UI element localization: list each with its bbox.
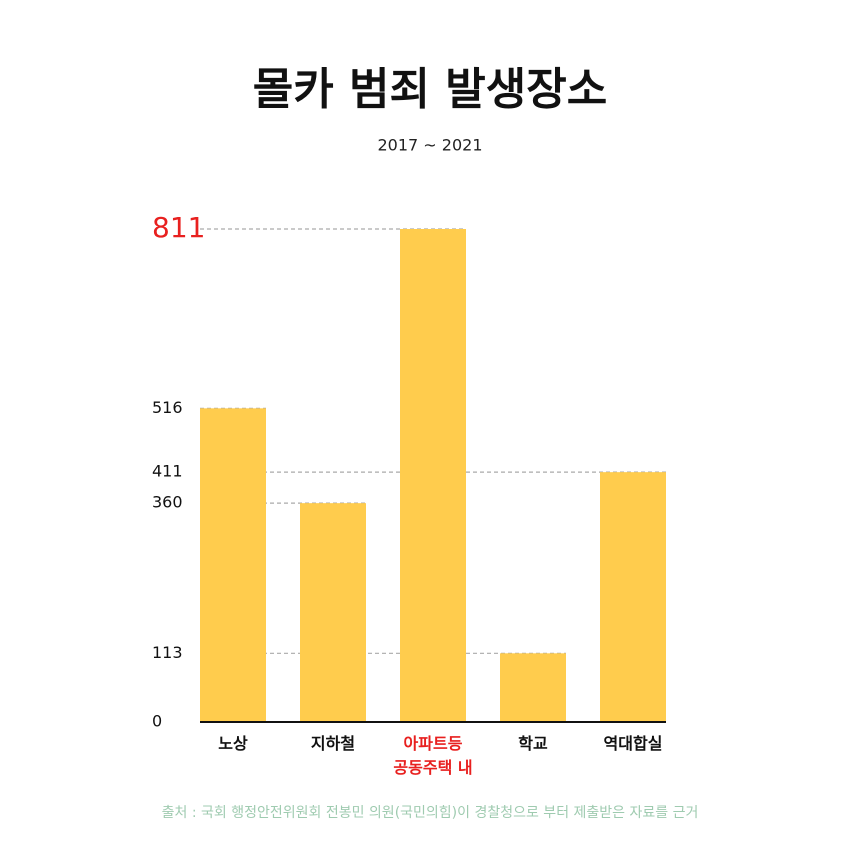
chart-subtitle: 2017 ~ 2021: [377, 136, 482, 155]
x-tick-label: 역대합실: [603, 734, 663, 753]
y-tick-label: 516: [152, 398, 183, 417]
y-tick-label: 811: [152, 211, 205, 244]
x-tick-label: 아파트등 공동주택 내: [393, 734, 473, 777]
y-tick-label: 411: [152, 462, 183, 481]
chart-title: 몰카 범죄 발생장소: [253, 64, 607, 115]
y-tick-label: 113: [152, 643, 183, 662]
x-tick-label: 지하철: [310, 734, 356, 753]
y-tick-label: 360: [152, 493, 183, 512]
x-tick-label: 학교: [518, 734, 548, 753]
x-tick-label: 노상: [218, 734, 248, 753]
bar: [300, 503, 366, 722]
bar: [400, 229, 466, 722]
y-tick-label: 0: [152, 712, 162, 731]
bar: [600, 472, 666, 722]
bar: [200, 408, 266, 722]
bar: [500, 653, 566, 722]
source-note: 출처 : 국회 행정안전위원회 전봉민 의원(국민의힘)이 경찰청으로 부터 제…: [162, 805, 699, 821]
